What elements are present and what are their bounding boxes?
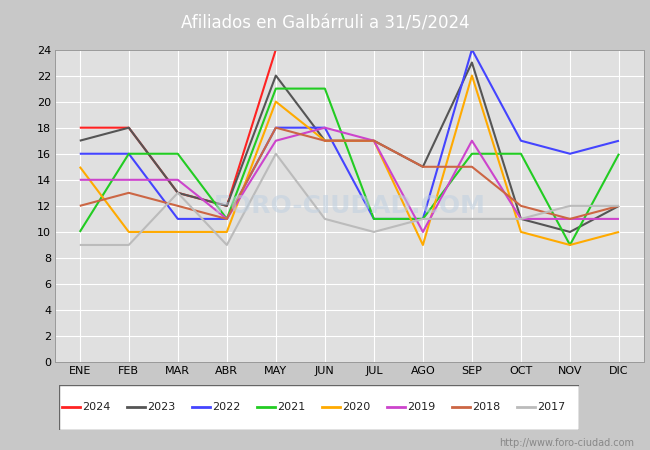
Text: 2022: 2022 (213, 402, 241, 412)
Text: FORO-CIUDAD.COM: FORO-CIUDAD.COM (213, 194, 486, 218)
Text: http://www.foro-ciudad.com: http://www.foro-ciudad.com (499, 438, 634, 448)
Text: 2024: 2024 (83, 402, 111, 412)
Text: 2018: 2018 (473, 402, 501, 412)
Text: 2021: 2021 (278, 402, 306, 412)
Text: Afiliados en Galbárruli a 31/5/2024: Afiliados en Galbárruli a 31/5/2024 (181, 14, 469, 33)
Text: 2019: 2019 (408, 402, 436, 412)
Text: 2023: 2023 (148, 402, 176, 412)
Text: 2017: 2017 (538, 402, 566, 412)
Text: 2020: 2020 (343, 402, 370, 412)
